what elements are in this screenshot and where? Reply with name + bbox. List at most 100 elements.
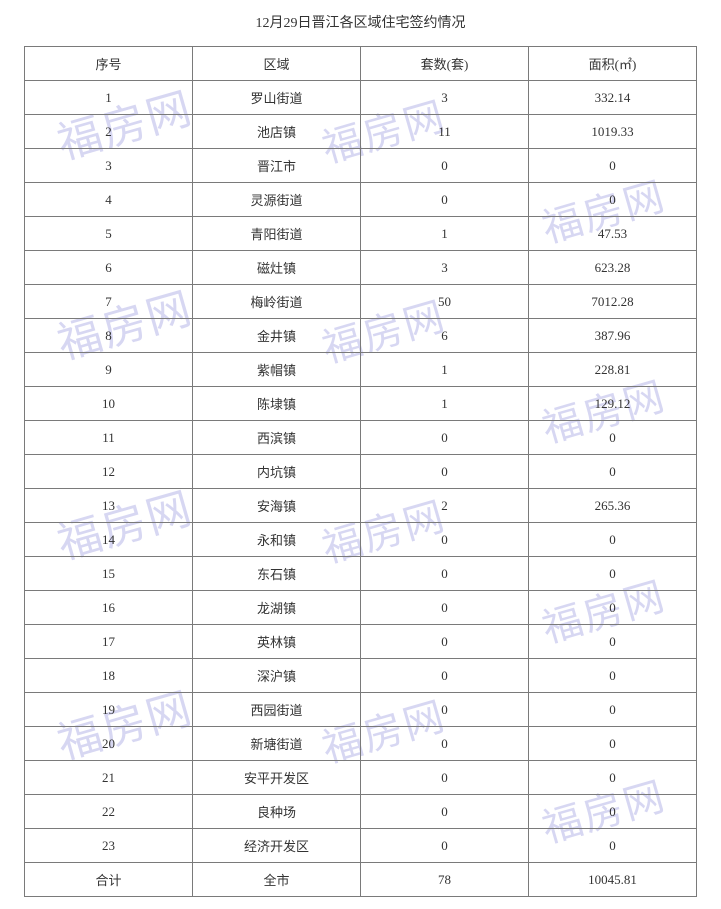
cell-area: 0 [529, 693, 697, 727]
table-row: 23经济开发区00 [25, 829, 697, 863]
cell-area: 47.53 [529, 217, 697, 251]
table-row: 20新塘街道00 [25, 727, 697, 761]
cell-area: 623.28 [529, 251, 697, 285]
table-row: 13安海镇2265.36 [25, 489, 697, 523]
cell-area: 0 [529, 795, 697, 829]
table-header-row: 序号 区域 套数(套) 面积(㎡) [25, 47, 697, 81]
cell-units: 0 [361, 795, 529, 829]
cell-region: 灵源街道 [193, 183, 361, 217]
table-row: 12内坑镇00 [25, 455, 697, 489]
cell-region: 良种场 [193, 795, 361, 829]
cell-index: 6 [25, 251, 193, 285]
cell-area: 228.81 [529, 353, 697, 387]
cell-units: 0 [361, 455, 529, 489]
cell-index: 9 [25, 353, 193, 387]
cell-index: 5 [25, 217, 193, 251]
cell-area: 0 [529, 727, 697, 761]
cell-region: 安海镇 [193, 489, 361, 523]
cell-region: 永和镇 [193, 523, 361, 557]
cell-units: 6 [361, 319, 529, 353]
cell-region: 梅岭街道 [193, 285, 361, 319]
table-row: 22良种场00 [25, 795, 697, 829]
cell-index: 21 [25, 761, 193, 795]
cell-units: 1 [361, 217, 529, 251]
cell-units: 3 [361, 251, 529, 285]
cell-index: 8 [25, 319, 193, 353]
cell-index: 2 [25, 115, 193, 149]
cell-region: 英林镇 [193, 625, 361, 659]
table-row: 1罗山街道3332.14 [25, 81, 697, 115]
table-body: 1罗山街道3332.142池店镇111019.333晋江市004灵源街道005青… [25, 81, 697, 897]
table-row: 4灵源街道00 [25, 183, 697, 217]
cell-region: 安平开发区 [193, 761, 361, 795]
cell-region: 陈埭镇 [193, 387, 361, 421]
col-header-index: 序号 [25, 47, 193, 81]
col-header-region: 区域 [193, 47, 361, 81]
cell-area: 1019.33 [529, 115, 697, 149]
cell-area: 0 [529, 455, 697, 489]
cell-index: 15 [25, 557, 193, 591]
cell-area: 0 [529, 523, 697, 557]
cell-area: 0 [529, 625, 697, 659]
cell-region: 西园街道 [193, 693, 361, 727]
table-row: 3晋江市00 [25, 149, 697, 183]
cell-index: 22 [25, 795, 193, 829]
cell-region: 龙湖镇 [193, 591, 361, 625]
col-header-area: 面积(㎡) [529, 47, 697, 81]
cell-area: 332.14 [529, 81, 697, 115]
table-row: 2池店镇111019.33 [25, 115, 697, 149]
cell-index: 12 [25, 455, 193, 489]
cell-units: 0 [361, 183, 529, 217]
table-row: 8金井镇6387.96 [25, 319, 697, 353]
cell-area: 10045.81 [529, 863, 697, 897]
cell-index: 10 [25, 387, 193, 421]
cell-units: 11 [361, 115, 529, 149]
cell-area: 129.12 [529, 387, 697, 421]
cell-area: 0 [529, 659, 697, 693]
cell-region: 内坑镇 [193, 455, 361, 489]
cell-region: 池店镇 [193, 115, 361, 149]
table-row: 合计全市7810045.81 [25, 863, 697, 897]
cell-index: 3 [25, 149, 193, 183]
table-row: 19西园街道00 [25, 693, 697, 727]
cell-region: 东石镇 [193, 557, 361, 591]
cell-region: 青阳街道 [193, 217, 361, 251]
cell-units: 1 [361, 353, 529, 387]
cell-index: 4 [25, 183, 193, 217]
cell-index: 23 [25, 829, 193, 863]
cell-units: 0 [361, 557, 529, 591]
cell-region: 罗山街道 [193, 81, 361, 115]
cell-index: 11 [25, 421, 193, 455]
cell-area: 0 [529, 829, 697, 863]
data-table: 序号 区域 套数(套) 面积(㎡) 1罗山街道3332.142池店镇111019… [24, 46, 697, 897]
table-row: 17英林镇00 [25, 625, 697, 659]
cell-index: 1 [25, 81, 193, 115]
table-row: 6磁灶镇3623.28 [25, 251, 697, 285]
table-row: 18深沪镇00 [25, 659, 697, 693]
cell-region: 金井镇 [193, 319, 361, 353]
cell-units: 0 [361, 829, 529, 863]
cell-units: 0 [361, 523, 529, 557]
cell-area: 7012.28 [529, 285, 697, 319]
cell-units: 78 [361, 863, 529, 897]
cell-area: 0 [529, 183, 697, 217]
table-row: 16龙湖镇00 [25, 591, 697, 625]
cell-units: 0 [361, 761, 529, 795]
cell-units: 2 [361, 489, 529, 523]
table-row: 15东石镇00 [25, 557, 697, 591]
cell-index: 20 [25, 727, 193, 761]
cell-region: 西滨镇 [193, 421, 361, 455]
cell-region: 深沪镇 [193, 659, 361, 693]
cell-units: 0 [361, 693, 529, 727]
cell-index: 13 [25, 489, 193, 523]
cell-area: 265.36 [529, 489, 697, 523]
cell-units: 3 [361, 81, 529, 115]
table-row: 11西滨镇00 [25, 421, 697, 455]
table-container: 12月29日晋江各区域住宅签约情况 序号 区域 套数(套) 面积(㎡) 1罗山街… [0, 0, 721, 909]
cell-region: 磁灶镇 [193, 251, 361, 285]
cell-area: 0 [529, 761, 697, 795]
table-row: 9紫帽镇1228.81 [25, 353, 697, 387]
table-row: 7梅岭街道507012.28 [25, 285, 697, 319]
cell-units: 0 [361, 149, 529, 183]
cell-region: 经济开发区 [193, 829, 361, 863]
